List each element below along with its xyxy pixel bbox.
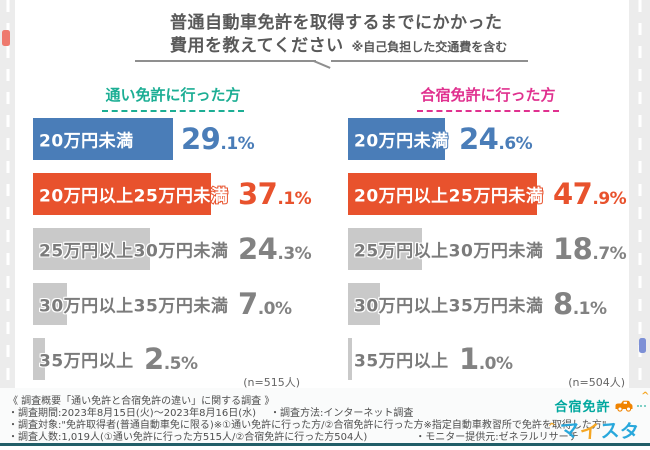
bar-label: 25万円以上30万円未満 [39, 241, 229, 262]
sample-size-camp: (n=504人) [568, 376, 625, 389]
column-header-camp: 合宿免許に行った方 [348, 84, 628, 112]
bar-chart-camp: 20万円未満 24.6% 20万円以上25万円未満 47.9% 25万円以上30万円未満… [348, 118, 628, 393]
bar [348, 228, 422, 270]
survey-overview: 《 調査概要「通い免許と合宿免許の違い」に関する調査 》 [8, 396, 275, 407]
bar [348, 173, 537, 215]
bar-label: 30万円以上35万円未満 [39, 296, 229, 317]
survey-method: ・調査方法:インターネット調査 [270, 408, 414, 419]
bar-label: 25万円以上30万円未満 [354, 241, 544, 262]
chart-title-line1: 普通自動車免許を取得するまでにかかった [170, 13, 503, 33]
column-header-camp-label: 合宿免許に行った方 [417, 84, 559, 112]
bar-value: 29.1% [181, 122, 255, 156]
survey-target: ・調査対象:"免許取得者(普通自動車免に限る)※①通い免許に行った方/②合宿免許… [8, 420, 607, 431]
bar-value: 47.9% [553, 177, 627, 211]
bar-row: 30万円以上35万円未満 8.1% [348, 283, 628, 325]
road-car-marker-blue [639, 338, 646, 353]
column-header-commuter: 通い免許に行った方 [33, 84, 313, 112]
logo-char: タ [619, 420, 641, 444]
bar-chart-commuter: 20万円未満 29.1% 20万円以上25万円未満 37.1% 25万円以上30万円未満… [33, 118, 333, 393]
bar-label: 35万円以上 [354, 351, 449, 372]
bar-value: 18.7% [553, 232, 627, 266]
bar-row: 20万円未満 29.1% [33, 118, 333, 160]
brand-logo-text-top: 合宿免許 [554, 400, 611, 415]
logo-accent-caret-right: ^ [640, 390, 650, 403]
bar-value: 7.0% [238, 287, 292, 321]
road-dashes-left [6, 0, 9, 388]
bar-row: 20万円以上25万円未満 47.9% [348, 173, 628, 215]
column-header-commuter-label: 通い免許に行った方 [102, 84, 244, 112]
chart-title: 普通自動車免許を取得するまでにかかった 費用を教えてください ※自己負担した交通費… [170, 12, 507, 59]
bar-row: 25万円以上30万円未満 24.3% [33, 228, 333, 270]
survey-period: ・調査期間:2023年8月15日(火)〜2023年8月16日(水) [8, 408, 257, 419]
logo-accent-caret-left: ^ [547, 421, 558, 434]
chart-title-line2: 費用を教えてください [170, 36, 344, 56]
bar [33, 228, 150, 270]
bar-value: 37.1% [238, 177, 312, 211]
bar-row: 20万円未満 24.6% [348, 118, 628, 160]
survey-count: ・調査人数:1,019人(①通い免許に行った方515人/②合宿免許に行った方50… [8, 432, 368, 443]
survey-period-method: ・調査期間:2023年8月15日(火)〜2023年8月16日(水) ・調査方法:イ… [8, 404, 413, 419]
logo-speed-dashes [636, 404, 646, 407]
bar-row: 30万円以上35万円未満 7.0% [33, 283, 333, 325]
survey-count-monitor: ・調査人数:1,019人(①通い免許に行った方515人/②合宿免許に行った方50… [8, 428, 579, 443]
brand-logo-top: 合宿免許 [552, 396, 648, 415]
survey-monitor: ・モニター提供元:ゼネラルリサーチ [415, 432, 579, 443]
bar-value: 24.6% [459, 122, 533, 156]
road-dashes-right [638, 0, 641, 388]
road-strip-right [629, 0, 650, 388]
title-underline-right [331, 60, 528, 62]
bar-row: 35万円以上 2.5% [33, 338, 333, 380]
bar-row: 25万円以上30万円未満 18.7% [348, 228, 628, 270]
car-icon [615, 400, 632, 412]
bar-label: 35万円以上 [39, 351, 134, 372]
sample-size-commuter: (n=515人) [243, 376, 300, 389]
chart-title-note: ※自己負担した交通費を含む [351, 40, 508, 54]
bar [33, 173, 211, 215]
logo-char: イ [579, 420, 601, 444]
bar-label: 20万円以上25万円未満 [353, 186, 544, 208]
bar [33, 283, 67, 325]
bar [348, 283, 380, 325]
bar-label: 20万円未満 [353, 131, 449, 153]
title-underline-notch [313, 60, 331, 69]
road-strip-left [0, 0, 15, 388]
bar-label: 20万円以上25万円未満 [38, 186, 229, 208]
bar [33, 338, 45, 380]
bar-row: 20万円以上25万円未満 37.1% [33, 173, 333, 215]
bar-value: 24.3% [238, 232, 312, 266]
bar-row: 35万円以上 1.0% [348, 338, 628, 380]
bar [33, 118, 173, 160]
bottom-accent-bar [0, 443, 650, 446]
title-underline-left [135, 60, 316, 62]
chart-title-line2-wrap: 費用を教えてください ※自己負担した交通費を含む [170, 35, 507, 59]
bar-value: 1.0% [459, 342, 513, 376]
bar-value: 2.5% [144, 342, 198, 376]
title-underline [135, 60, 528, 72]
logo-char: マ [559, 419, 582, 443]
bar [348, 118, 445, 160]
bar-label: 20万円未満 [38, 131, 134, 153]
bar-label: 30万円以上35万円未満 [354, 296, 544, 317]
logo-char: ス [599, 419, 622, 443]
bar-value: 8.1% [553, 287, 607, 321]
road-car-marker-red [2, 30, 10, 46]
survey-footer: 《 調査概要「通い免許と合宿免許の違い」に関する調査 》 ・調査期間:2023年… [0, 388, 650, 443]
bar [348, 338, 352, 380]
brand-logo: 合宿免許 ^ ^ マイスター [548, 391, 650, 450]
